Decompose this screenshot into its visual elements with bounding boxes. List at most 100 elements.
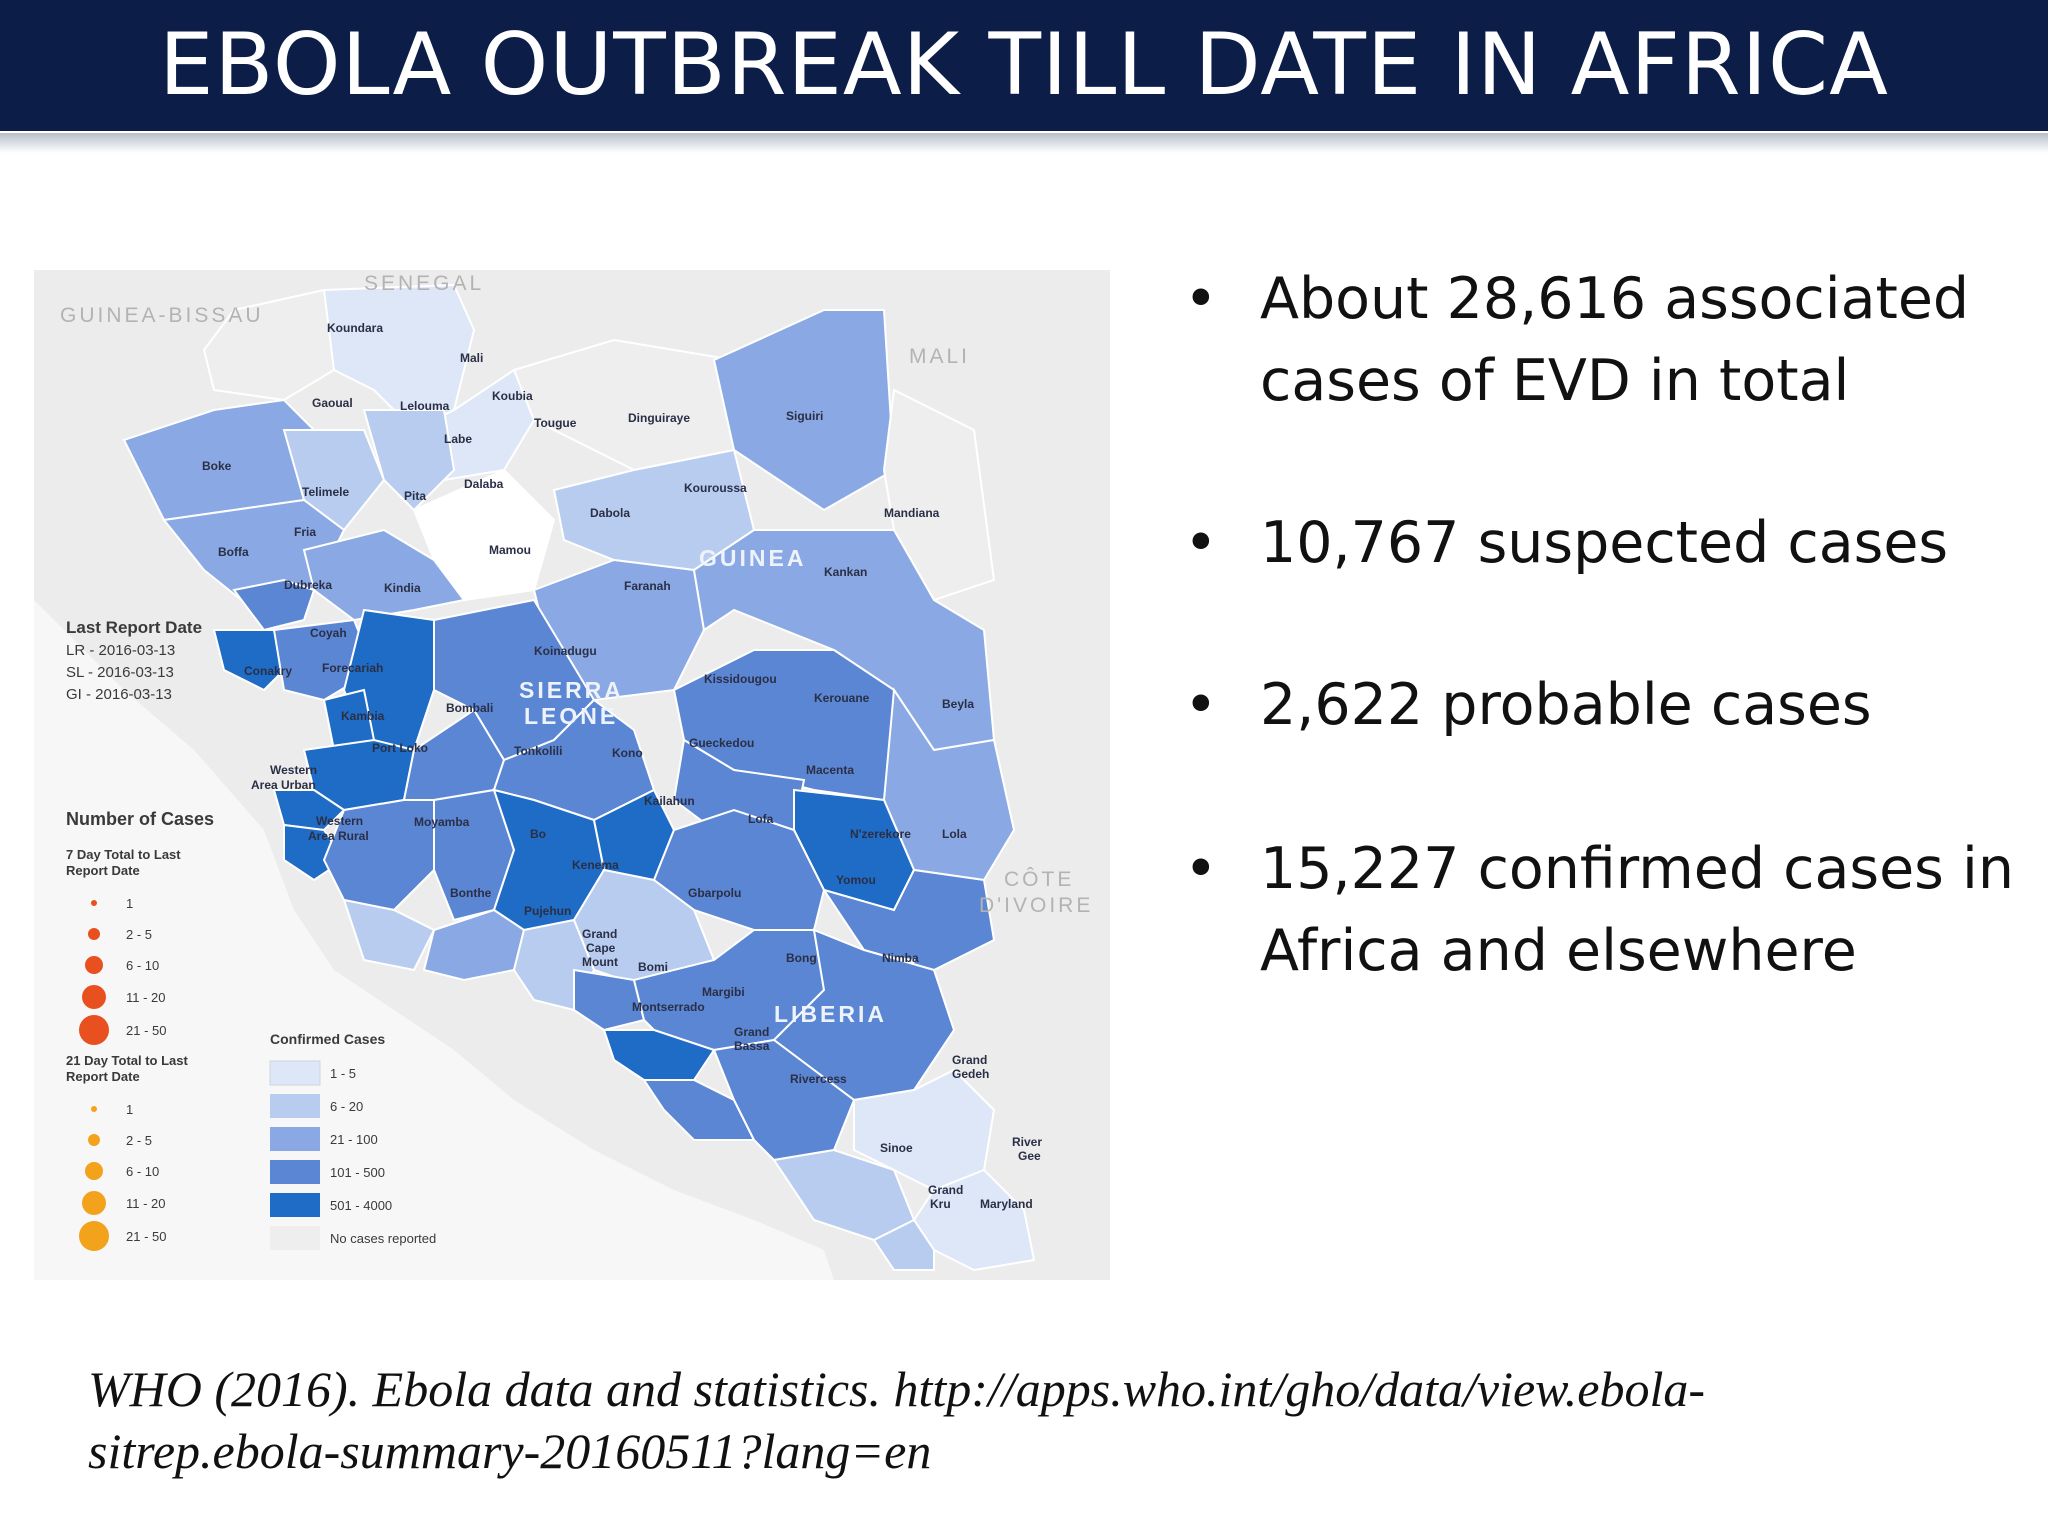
legend-7day-dot-4 xyxy=(82,985,106,1009)
ocean xyxy=(34,600,834,1280)
district-western-rural-2: Area Rural xyxy=(308,829,369,843)
district-dalaba: Dalaba xyxy=(464,477,504,491)
legend-21day-label-1: 1 xyxy=(126,1102,133,1117)
last-report-lr: LR - 2016-03-13 xyxy=(66,642,175,659)
district-mali: Mali xyxy=(460,351,483,365)
district-grand-bassa-2: Bassa xyxy=(734,1039,770,1053)
district-sinoe: Sinoe xyxy=(880,1141,913,1155)
district-bombali: Bombali xyxy=(446,701,493,715)
district-yomou: Yomou xyxy=(836,873,876,887)
legend-21day-dot-2 xyxy=(88,1134,100,1146)
district-margibi: Margibi xyxy=(702,985,745,999)
district-kouroussa: Kouroussa xyxy=(684,481,747,495)
map-legend: Number of Cases 7 Day Total to Last Repo… xyxy=(66,809,436,1251)
label-senegal: SENEGAL xyxy=(364,272,484,295)
district-kono: Kono xyxy=(612,746,643,760)
last-report-sl: SL - 2016-03-13 xyxy=(66,664,174,681)
legend-confirmed-heading: Confirmed Cases xyxy=(270,1031,385,1047)
district-conakry: Conakry xyxy=(244,664,292,678)
district-kambia: Kambia xyxy=(341,709,385,723)
district-lola: Lola xyxy=(942,827,967,841)
label-mali: MALI xyxy=(909,345,970,368)
label-guinea: GUINEA xyxy=(699,545,806,571)
district-port-loko: Port Loko xyxy=(372,741,428,755)
bullet-probable-cases: 2,622 probable cases xyxy=(1180,664,2020,746)
legend-confirmed-swatch-3 xyxy=(270,1127,320,1151)
legend-confirmed-swatch-4 xyxy=(270,1160,320,1184)
region-river-gee-maryland xyxy=(912,1168,1036,1272)
legend-21day-dot-5 xyxy=(79,1221,109,1251)
legend-confirmed-swatch-1 xyxy=(269,1060,321,1086)
district-lofa: Lofa xyxy=(748,812,774,826)
district-grand-cape-2: Cape xyxy=(586,941,616,955)
legend-7day-1: 7 Day Total to Last xyxy=(66,847,181,862)
district-maryland: Maryland xyxy=(980,1197,1033,1211)
district-coyah: Coyah xyxy=(310,626,347,640)
region-bonthe xyxy=(342,898,436,972)
map-svg: SENEGAL GUINEA-BISSAU MALI CÔTE D'IVOIRE… xyxy=(34,270,1110,1280)
legend-21day-label-3: 6 - 10 xyxy=(126,1164,159,1179)
legend-21day-dot-1 xyxy=(91,1106,97,1112)
district-mamou: Mamou xyxy=(489,543,531,557)
district-tonkolili: Tonkolili xyxy=(514,744,562,758)
district-grand-gedeh-2: Gedeh xyxy=(952,1067,989,1081)
district-grand-kru-2: Kru xyxy=(930,1197,951,1211)
legend-21day-label-2: 2 - 5 xyxy=(126,1133,152,1148)
label-leone: LEONE xyxy=(524,703,618,729)
bullet-total-cases: About 28,616 associated cases of EVD in … xyxy=(1180,258,2020,422)
district-kankan: Kankan xyxy=(824,565,867,579)
country-labels: SENEGAL GUINEA-BISSAU MALI CÔTE D'IVOIRE xyxy=(60,272,1093,917)
district-grand-kru-1: Grand xyxy=(928,1183,963,1197)
region-dalaba xyxy=(362,409,456,512)
region-kindia xyxy=(302,528,466,622)
district-gueckedou: Gueckedou xyxy=(689,736,754,750)
district-pujehun: Pujehun xyxy=(524,904,571,918)
legend-21day-1: 21 Day Total to Last xyxy=(66,1053,189,1068)
legend-21day-dot-3 xyxy=(85,1162,103,1180)
district-kailahun: Kailahun xyxy=(644,794,695,808)
district-beyla: Beyla xyxy=(942,697,974,711)
legend-7day-label-1: 1 xyxy=(126,896,133,911)
district-river-gee-2: Gee xyxy=(1018,1149,1041,1163)
region-coyah-conakry xyxy=(212,629,296,692)
last-report-box: Last Report Date LR - 2016-03-13 SL - 20… xyxy=(66,618,202,703)
label-cote-2: D'IVOIRE xyxy=(979,894,1093,917)
district-bo: Bo xyxy=(530,827,546,841)
label-guinea-bissau: GUINEA-BISSAU xyxy=(60,304,264,327)
district-forecariah: Forecariah xyxy=(322,661,383,675)
label-sierra: SIERRA xyxy=(519,677,624,703)
district-grand-cape-1: Grand xyxy=(582,927,617,941)
district-western-rural-1: Western xyxy=(316,814,363,828)
district-moyamba: Moyamba xyxy=(414,815,470,829)
title-bar xyxy=(0,0,2048,131)
district-tougue: Tougue xyxy=(534,416,577,430)
district-kerouane: Kerouane xyxy=(814,691,870,705)
district-koundara: Koundara xyxy=(327,321,383,335)
region-western-urban xyxy=(272,789,346,832)
district-nzerekore: N'zerekore xyxy=(850,827,911,841)
district-fria: Fria xyxy=(294,525,316,539)
district-nimba: Nimba xyxy=(882,951,919,965)
district-bonthe: Bonthe xyxy=(450,886,492,900)
legend-21day-label-5: 21 - 50 xyxy=(126,1229,166,1244)
legend-confirmed-swatch-6 xyxy=(270,1226,320,1250)
legend-21day-label-4: 11 - 20 xyxy=(126,1196,166,1211)
district-river-gee-1: River xyxy=(1012,1135,1042,1149)
legend-confirmed-label-2: 6 - 20 xyxy=(330,1099,363,1114)
bullet-confirmed-cases: 15,227 confirmed cases in Africa and els… xyxy=(1180,828,2020,992)
country-labels-inner: GUINEA SIERRA LEONE LIBERIA xyxy=(519,545,884,1027)
legend-7day-dot-3 xyxy=(85,956,103,974)
legend-7day-label-3: 6 - 10 xyxy=(126,958,159,973)
legend-number-heading: Number of Cases xyxy=(66,809,214,829)
district-boke: Boke xyxy=(202,459,232,473)
legend-confirmed-label-4: 101 - 500 xyxy=(330,1165,385,1180)
label-cote-1: CÔTE xyxy=(1004,868,1074,891)
legend-21day-2: Report Date xyxy=(66,1069,140,1084)
legend-7day-2: Report Date xyxy=(66,863,140,878)
legend-21day-dot-4 xyxy=(82,1191,106,1215)
district-gaoual: Gaoual xyxy=(312,396,353,410)
district-macenta: Macenta xyxy=(806,763,854,777)
district-faranah: Faranah xyxy=(624,579,671,593)
title-underline xyxy=(0,133,2048,153)
legend-7day-label-4: 11 - 20 xyxy=(126,990,166,1005)
